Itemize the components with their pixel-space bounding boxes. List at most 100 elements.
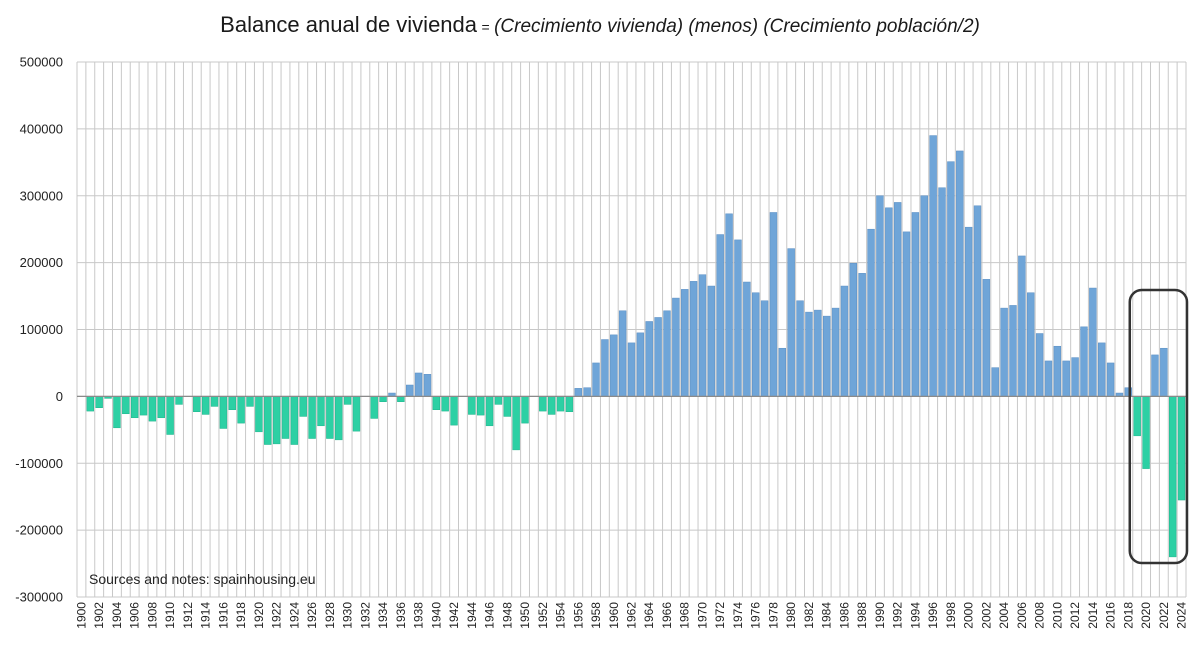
x-tick-label: 2000 [962, 602, 976, 629]
bar-1952 [539, 396, 547, 412]
x-tick-label: 1978 [766, 602, 780, 629]
x-tick-label: 1966 [660, 602, 674, 629]
x-tick-label: 1988 [855, 602, 869, 629]
bar-1982 [805, 311, 813, 397]
x-tick-label: 1918 [234, 602, 248, 629]
bar-1963 [636, 332, 645, 397]
bar-2007 [1027, 292, 1035, 397]
x-tick-label: 1906 [128, 602, 142, 629]
x-tick-label: 1938 [412, 602, 426, 629]
bar-1974 [734, 239, 742, 397]
bar-1934 [379, 396, 387, 402]
bar-1986 [840, 285, 849, 397]
bar-2001 [973, 205, 982, 397]
x-tick-label: 1944 [465, 602, 479, 629]
x-tick-label: 2020 [1139, 602, 1153, 629]
x-tick-label: 1922 [270, 602, 284, 629]
x-tick-label: 1902 [92, 602, 106, 629]
bar-1945 [476, 396, 485, 416]
bar-1925 [299, 396, 307, 417]
bar-2004 [1000, 307, 1008, 397]
bar-1927 [317, 396, 325, 427]
bar-2014 [1089, 287, 1097, 397]
bar-1941 [441, 396, 449, 412]
bar-1942 [450, 396, 458, 426]
x-tick-label: 1934 [376, 602, 390, 629]
bar-1913 [193, 396, 201, 413]
x-tick-label: 2004 [997, 602, 1011, 629]
x-tick-label: 2008 [1033, 602, 1047, 629]
bar-2022 [1160, 347, 1168, 397]
y-tick-label: 500000 [20, 55, 63, 70]
chart-title-equals: = [481, 19, 490, 35]
bar-1971 [707, 285, 716, 397]
bar-1996 [929, 135, 937, 397]
bar-1991 [885, 207, 893, 397]
x-tick-label: 2022 [1157, 602, 1171, 629]
bar-2009 [1044, 360, 1053, 397]
bar-2013 [1080, 326, 1088, 397]
bar-2023 [1169, 396, 1177, 558]
bar-1911 [175, 396, 183, 405]
bar-1955 [565, 396, 574, 413]
bar-1962 [627, 342, 636, 397]
y-tick-label: -100000 [15, 456, 63, 471]
bar-1994 [911, 212, 920, 397]
x-tick-label: 1936 [394, 602, 408, 629]
chart-title-formula: (Crecimiento vivienda) (menos) (Crecimie… [494, 16, 980, 37]
bar-1920 [255, 396, 263, 433]
x-tick-label: 1996 [926, 602, 940, 629]
x-tick-label: 1950 [518, 602, 532, 629]
x-tick-label: 1998 [944, 602, 958, 629]
x-tick-label: 1960 [607, 602, 621, 629]
bar-1983 [814, 309, 822, 397]
bar-2019 [1133, 396, 1141, 437]
x-tick-label: 1928 [323, 602, 337, 629]
bar-1972 [716, 234, 724, 397]
bar-1923 [281, 396, 290, 439]
bar-2002 [982, 279, 991, 397]
bar-1965 [654, 317, 662, 397]
bar-1966 [663, 310, 671, 397]
bar-1930 [343, 396, 352, 405]
bar-1990 [876, 195, 884, 397]
x-tick-label: 2002 [979, 602, 993, 629]
bar-1967 [672, 297, 680, 397]
bar-1929 [335, 396, 343, 441]
x-tick-label: 1994 [908, 602, 922, 629]
bar-1999 [956, 150, 964, 397]
y-tick-label: -200000 [15, 523, 63, 538]
bar-1904 [113, 396, 121, 429]
x-tick-label: 1976 [749, 602, 763, 629]
bar-1908 [148, 396, 157, 422]
bar-1970 [698, 274, 707, 397]
bar-1973 [725, 213, 733, 397]
bar-1948 [503, 396, 511, 417]
y-tick-label: 400000 [20, 121, 63, 136]
x-tick-label: 1990 [873, 602, 887, 629]
source-note: Sources and notes: spainhousing.eu [89, 571, 316, 587]
bar-1958 [592, 362, 600, 397]
bar-1992 [893, 202, 902, 397]
bar-1968 [681, 289, 689, 397]
bar-1915 [210, 396, 219, 407]
bar-1964 [645, 321, 653, 397]
x-tick-label: 1986 [837, 602, 851, 629]
bar-2020 [1142, 396, 1150, 469]
bar-2024 [1177, 396, 1186, 501]
bar-2016 [1106, 362, 1115, 397]
x-tick-label: 1914 [199, 602, 213, 629]
x-tick-label: 1962 [625, 602, 639, 629]
bar-1937 [406, 384, 414, 397]
x-tick-label: 2024 [1175, 602, 1189, 629]
x-tick-label: 2006 [1015, 602, 1029, 629]
x-tick-label: 1926 [305, 602, 319, 629]
bar-1946 [485, 396, 494, 427]
x-tick-label: 1992 [891, 602, 905, 629]
bar-1998 [947, 161, 955, 397]
bar-1997 [938, 187, 946, 397]
x-tick-label: 1900 [74, 602, 88, 629]
x-tick-label: 1924 [287, 602, 301, 629]
bar-1926 [308, 396, 316, 439]
y-tick-label: 100000 [20, 322, 63, 337]
